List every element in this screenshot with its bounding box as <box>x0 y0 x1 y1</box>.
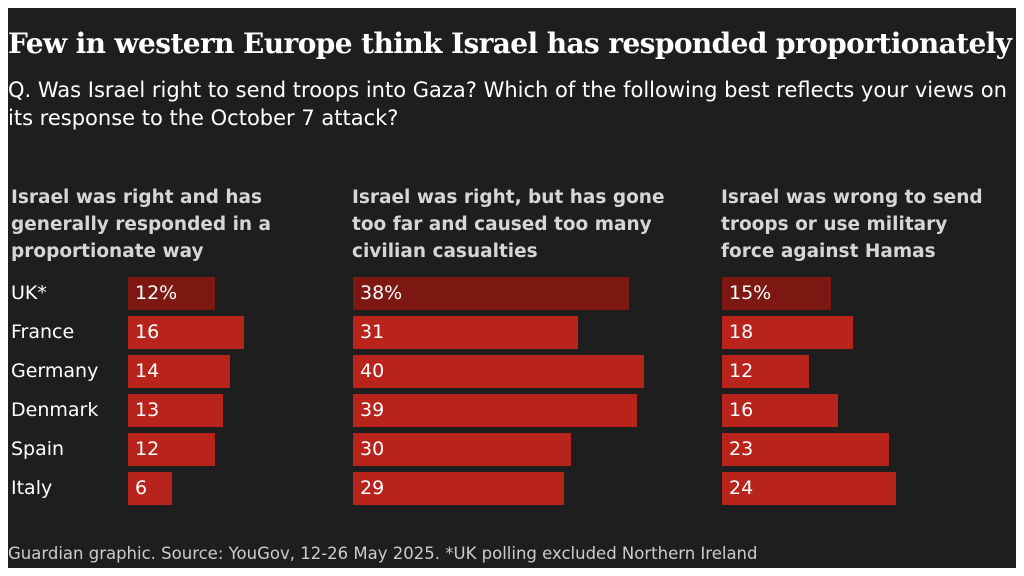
value-label-germany-series-2: 40 <box>360 360 385 382</box>
value-label-uk-series-3: 15% <box>729 282 772 304</box>
bar-spain-series-1 <box>128 433 215 466</box>
country-label-spain: Spain <box>11 438 65 460</box>
value-label-denmark-series-3: 16 <box>729 399 754 421</box>
bar-denmark-series-1 <box>128 394 223 427</box>
bar-france-series-2 <box>353 316 578 349</box>
country-label-uk: UK* <box>11 282 47 304</box>
value-label-germany-series-3: 12 <box>729 360 754 382</box>
bar-denmark-series-2 <box>353 394 637 427</box>
bar-france-series-3 <box>722 316 853 349</box>
value-label-denmark-series-1: 13 <box>135 399 160 421</box>
country-label-germany: Germany <box>11 360 99 382</box>
bar-spain-series-3 <box>722 433 889 466</box>
value-label-uk-series-2: 38% <box>360 282 403 304</box>
column-header-too-far: Israel was right, but has gone too far a… <box>352 187 665 262</box>
value-label-uk-series-1: 12% <box>135 282 178 304</box>
country-label-italy: Italy <box>11 477 53 499</box>
value-label-france-series-3: 18 <box>729 321 754 343</box>
bar-germany-series-3 <box>722 355 809 388</box>
bar-uk-series-1 <box>128 277 215 310</box>
source-note: Guardian graphic. Source: YouGov, 12-26 … <box>8 544 758 563</box>
value-label-france-series-2: 31 <box>360 321 385 343</box>
value-label-spain-series-3: 23 <box>729 438 754 460</box>
value-label-italy-series-2: 29 <box>360 477 385 499</box>
bar-germany-series-1 <box>128 355 230 388</box>
value-label-denmark-series-2: 39 <box>360 399 385 421</box>
bar-uk-series-2 <box>353 277 629 310</box>
bar-uk-series-3 <box>722 277 831 310</box>
value-label-italy-series-3: 24 <box>729 477 754 499</box>
chart-frame: Few in western Europe think Israel has r… <box>8 8 1016 568</box>
country-label-denmark: Denmark <box>11 399 99 421</box>
value-label-germany-series-1: 14 <box>135 360 160 382</box>
chart-title: Few in western Europe think Israel has r… <box>8 27 1012 60</box>
value-label-spain-series-1: 12 <box>135 438 160 460</box>
bar-spain-series-2 <box>353 433 571 466</box>
column-header-proportionate: Israel was right and has generally respo… <box>11 187 272 262</box>
column-header-wrong: Israel was wrong to send troops or use m… <box>721 187 983 262</box>
bar-denmark-series-3 <box>722 394 838 427</box>
value-label-spain-series-2: 30 <box>360 438 385 460</box>
value-label-france-series-1: 16 <box>135 321 160 343</box>
country-label-france: France <box>11 321 75 343</box>
value-label-italy-series-1: 6 <box>135 477 148 499</box>
bar-italy-series-3 <box>722 472 896 505</box>
chart-subtitle: Q. Was Israel right to send troops into … <box>8 78 1007 130</box>
bar-italy-series-2 <box>353 472 564 505</box>
bar-france-series-1 <box>128 316 244 349</box>
bar-germany-series-2 <box>353 355 644 388</box>
bar-italy-series-1 <box>128 472 172 505</box>
